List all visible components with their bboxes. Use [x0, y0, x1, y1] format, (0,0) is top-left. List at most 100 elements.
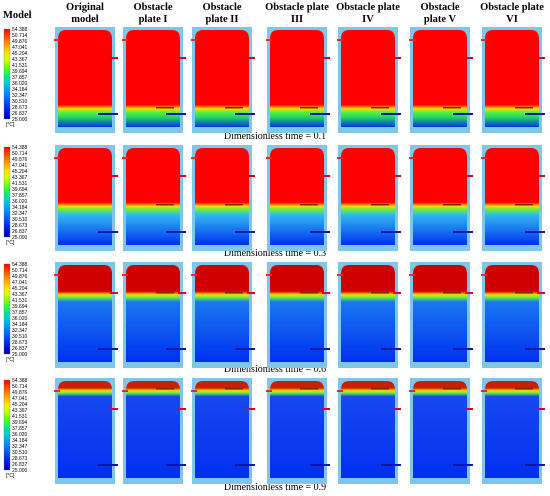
legend-tick-label: 37.857: [12, 193, 28, 199]
left-pipe: [54, 274, 60, 276]
column-header-2: Obstacle plate I: [115, 2, 191, 26]
column-header-line2: plate V: [423, 14, 457, 25]
obstacle-plate: [371, 107, 389, 109]
tank-contour: [266, 27, 330, 133]
column-header-line2: IV: [362, 14, 374, 25]
column-header-4: Obstacle plate III: [259, 2, 335, 26]
tank-body: [126, 265, 180, 362]
cold-outlet-pipe: [381, 464, 401, 466]
column-header-line2: plate I: [138, 14, 168, 25]
legend-tick-label: 47.041: [12, 45, 28, 51]
legend-tick-label: 25.000: [12, 468, 28, 474]
tank-contour: [122, 262, 186, 368]
tank-contour: [337, 378, 401, 484]
tank-body: [270, 30, 324, 127]
cold-outlet-pipe: [235, 348, 255, 350]
legend-tick-label: 45.204: [12, 402, 28, 408]
column-header-line1: Obstacle plate: [480, 2, 544, 13]
obstacle-plate: [156, 292, 174, 294]
tank-contour: [122, 145, 186, 251]
obstacle-plate: [515, 292, 533, 294]
legend-tick-label: 47.041: [12, 396, 28, 402]
cold-outlet-pipe: [381, 348, 401, 350]
obstacle-plate: [443, 107, 461, 109]
tank-body: [195, 381, 249, 478]
hot-inlet-pipe: [247, 408, 255, 410]
obstacle-plate: [300, 204, 318, 206]
tank-contour: [337, 145, 401, 251]
hot-inlet-pipe: [393, 57, 401, 59]
cold-outlet-pipe: [310, 348, 330, 350]
legend-tick-label: 54.388: [12, 27, 28, 33]
cold-outlet-pipe: [525, 231, 545, 233]
obstacle-plate: [156, 107, 174, 109]
color-legend: 54.38850.71449.87647.04145.20443.36741.5…: [3, 145, 28, 246]
column-header-7: Obstacle plate VI: [474, 2, 550, 26]
legend-tick-label: 32.347: [12, 211, 28, 217]
column-header-line1: Obstacle: [133, 2, 173, 13]
legend-tick-label: 28.673: [12, 456, 28, 462]
cold-outlet-pipe: [235, 464, 255, 466]
tank-body: [195, 30, 249, 127]
obstacle-plate: [225, 107, 243, 109]
legend-tick-label: 28.673: [12, 105, 28, 111]
legend-tick-label: 37.857: [12, 310, 28, 316]
time-caption-1: Dimensionless time = 0.1: [223, 131, 327, 142]
cold-outlet-pipe: [453, 464, 473, 466]
cold-outlet-pipe: [310, 113, 330, 115]
hot-inlet-pipe: [110, 292, 118, 294]
column-header-1: Original model: [47, 2, 123, 26]
color-legend: 54.38850.71449.87647.04145.20443.36741.5…: [3, 378, 28, 479]
cold-outlet-pipe: [98, 348, 118, 350]
model-row-label: Model: [3, 10, 32, 21]
legend-tick-label: 54.388: [12, 378, 28, 384]
tank-body: [413, 30, 467, 127]
tank-contour: [54, 262, 118, 368]
obstacle-plate: [515, 388, 533, 390]
column-header-line2: plate II: [205, 14, 239, 25]
cold-outlet-pipe: [525, 113, 545, 115]
obstacle-plate: [515, 204, 533, 206]
cold-outlet-pipe: [525, 464, 545, 466]
left-pipe: [409, 274, 415, 276]
legend-tick-label: 50.714: [12, 384, 28, 390]
tank-contour: [122, 27, 186, 133]
left-pipe: [266, 157, 272, 159]
legend-tick-label: 49.876: [12, 274, 28, 280]
column-header-line1: Obstacle: [202, 2, 242, 13]
legend-tick-label: 50.714: [12, 151, 28, 157]
obstacle-plate: [300, 388, 318, 390]
tank-contour: [409, 378, 473, 484]
left-pipe: [481, 157, 487, 159]
tank-contour: [266, 145, 330, 251]
cold-outlet-pipe: [310, 464, 330, 466]
left-pipe: [481, 390, 487, 392]
legend-tick-label: 37.857: [12, 75, 28, 81]
tank-contour: [481, 262, 545, 368]
left-pipe: [122, 39, 128, 41]
legend-unit: [°C]: [6, 357, 15, 363]
hot-inlet-pipe: [110, 57, 118, 59]
left-pipe: [54, 157, 60, 159]
hot-inlet-pipe: [110, 175, 118, 177]
left-pipe: [266, 274, 272, 276]
tank-body: [195, 148, 249, 245]
column-header-line2: VI: [506, 14, 518, 25]
cold-outlet-pipe: [98, 113, 118, 115]
cold-outlet-pipe: [381, 231, 401, 233]
hot-inlet-pipe: [537, 175, 545, 177]
left-pipe: [54, 39, 60, 41]
legend-tick-label: 32.347: [12, 93, 28, 99]
tank-contour: [481, 145, 545, 251]
legend-tick-label: 25.000: [12, 352, 28, 358]
tank-body: [341, 265, 395, 362]
tank-body: [126, 30, 180, 127]
legend-tick-label: 49.876: [12, 390, 28, 396]
tank-body: [270, 148, 324, 245]
hot-inlet-pipe: [322, 175, 330, 177]
tank-contour: [191, 378, 255, 484]
legend-tick-label: 30.510: [12, 334, 28, 340]
cold-outlet-pipe: [166, 348, 186, 350]
tank-contour: [54, 27, 118, 133]
time-caption-4: Dimensionless time = 0.9: [223, 482, 327, 493]
